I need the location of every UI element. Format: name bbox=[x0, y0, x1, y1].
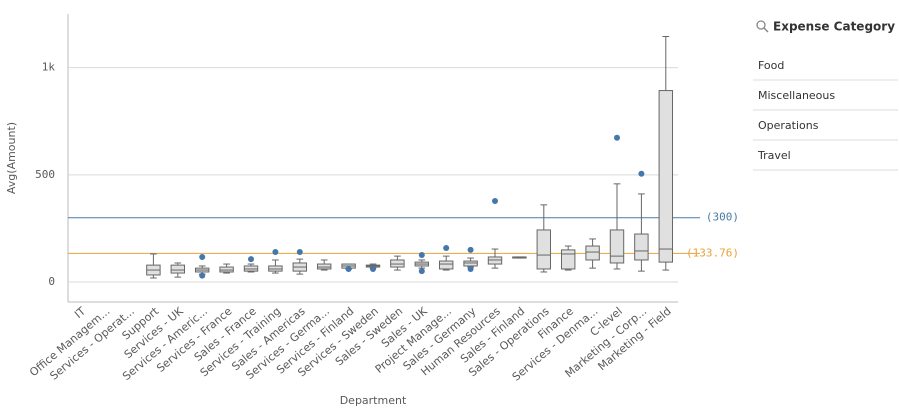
filter-item[interactable]: Travel bbox=[757, 149, 791, 162]
box[interactable] bbox=[609, 229, 625, 264]
y-tick-label: 1k bbox=[42, 61, 56, 74]
outlier[interactable] bbox=[614, 134, 620, 141]
box[interactable] bbox=[487, 256, 503, 265]
box[interactable] bbox=[634, 233, 649, 261]
box[interactable] bbox=[219, 266, 234, 273]
box[interactable] bbox=[585, 245, 600, 261]
y-tick-label: 0 bbox=[48, 275, 55, 288]
outlier[interactable] bbox=[345, 265, 352, 272]
outlier[interactable] bbox=[370, 265, 376, 272]
box[interactable] bbox=[560, 249, 576, 270]
search-icon-handle bbox=[763, 27, 769, 33]
box[interactable] bbox=[463, 260, 478, 267]
outlier[interactable] bbox=[443, 244, 450, 251]
box[interactable] bbox=[536, 229, 552, 270]
y-tick-label: 500 bbox=[35, 168, 55, 181]
outlier[interactable] bbox=[467, 265, 474, 272]
outlier[interactable] bbox=[492, 197, 498, 204]
box[interactable] bbox=[170, 264, 186, 274]
search-icon bbox=[756, 20, 766, 30]
box[interactable] bbox=[390, 259, 405, 268]
reference-label: (300) bbox=[706, 211, 739, 224]
outlier[interactable] bbox=[199, 272, 206, 279]
box[interactable] bbox=[316, 263, 332, 270]
filter-item[interactable]: Miscellaneous bbox=[758, 89, 835, 102]
outlier[interactable] bbox=[418, 268, 425, 275]
y-axis-label: Avg(Amount) bbox=[5, 122, 18, 194]
outlier[interactable] bbox=[272, 249, 279, 256]
outlier[interactable] bbox=[248, 256, 254, 263]
filter-panel: Expense Category bbox=[756, 20, 895, 34]
filter-title[interactable]: Expense Category bbox=[773, 20, 895, 34]
outlier[interactable] bbox=[418, 252, 425, 259]
outlier[interactable] bbox=[199, 253, 206, 260]
filter-item[interactable]: Operations bbox=[758, 119, 819, 132]
x-tick-label: IT bbox=[72, 304, 88, 321]
x-axis-label: Department bbox=[340, 394, 407, 407]
box[interactable] bbox=[438, 260, 454, 270]
box[interactable] bbox=[658, 90, 674, 263]
filter-item[interactable]: Food bbox=[758, 59, 784, 72]
outlier[interactable] bbox=[638, 170, 645, 177]
outlier[interactable] bbox=[467, 246, 474, 253]
reference-label: (133.76) bbox=[686, 246, 739, 259]
outlier[interactable] bbox=[296, 249, 303, 256]
